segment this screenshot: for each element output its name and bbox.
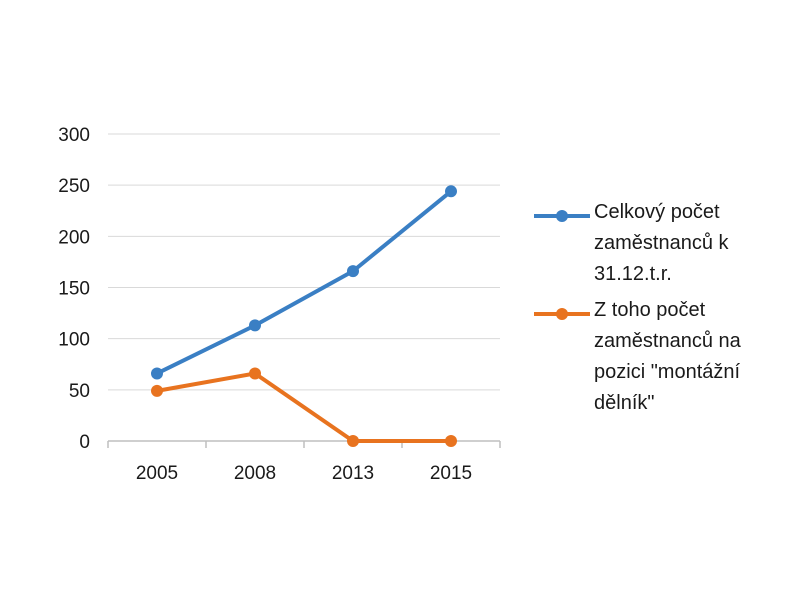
- series-line-total-employees: [155, 189, 453, 376]
- series-points: [151, 185, 457, 447]
- data-point-total-employees: [249, 319, 261, 332]
- y-tick-label: 0: [79, 432, 90, 453]
- data-point-assembly-workers: [445, 435, 457, 447]
- x-tick-label: 2013: [332, 463, 374, 484]
- data-point-assembly-workers: [151, 384, 163, 397]
- y-tick-labels: 0 50 100 150 200 250 300: [58, 125, 90, 453]
- x-tick-label: 2008: [234, 463, 276, 484]
- series-line-assembly-workers: [155, 371, 453, 443]
- y-tick-label: 50: [69, 381, 90, 402]
- y-tick-label: 250: [58, 176, 90, 197]
- y-tick-label: 150: [58, 279, 90, 300]
- legend-label-assembly-workers: Z toho počet zaměstnanců na pozici "mont…: [594, 299, 741, 414]
- data-point-assembly-workers: [249, 367, 261, 380]
- data-point-total-employees: [151, 367, 163, 380]
- legend-label-total-employees: Celkový počet zaměstnanců k 31.12.t.r.: [594, 201, 729, 285]
- y-tick-label: 300: [58, 125, 90, 146]
- x-tick-labels: 2005 2008 2013 2015: [136, 463, 472, 484]
- data-point-total-employees: [347, 265, 359, 278]
- legend-swatch-total-employees: [534, 210, 590, 222]
- data-point-total-employees: [445, 185, 457, 198]
- x-tick-label: 2015: [430, 463, 472, 484]
- data-point-assembly-workers: [347, 435, 359, 447]
- gridlines: [108, 133, 500, 391]
- y-tick-label: 100: [58, 330, 90, 351]
- y-tick-label: 200: [58, 227, 90, 248]
- x-tick-label: 2005: [136, 463, 178, 484]
- series-lines: [155, 189, 453, 443]
- legend-swatch-assembly-workers: [534, 308, 590, 320]
